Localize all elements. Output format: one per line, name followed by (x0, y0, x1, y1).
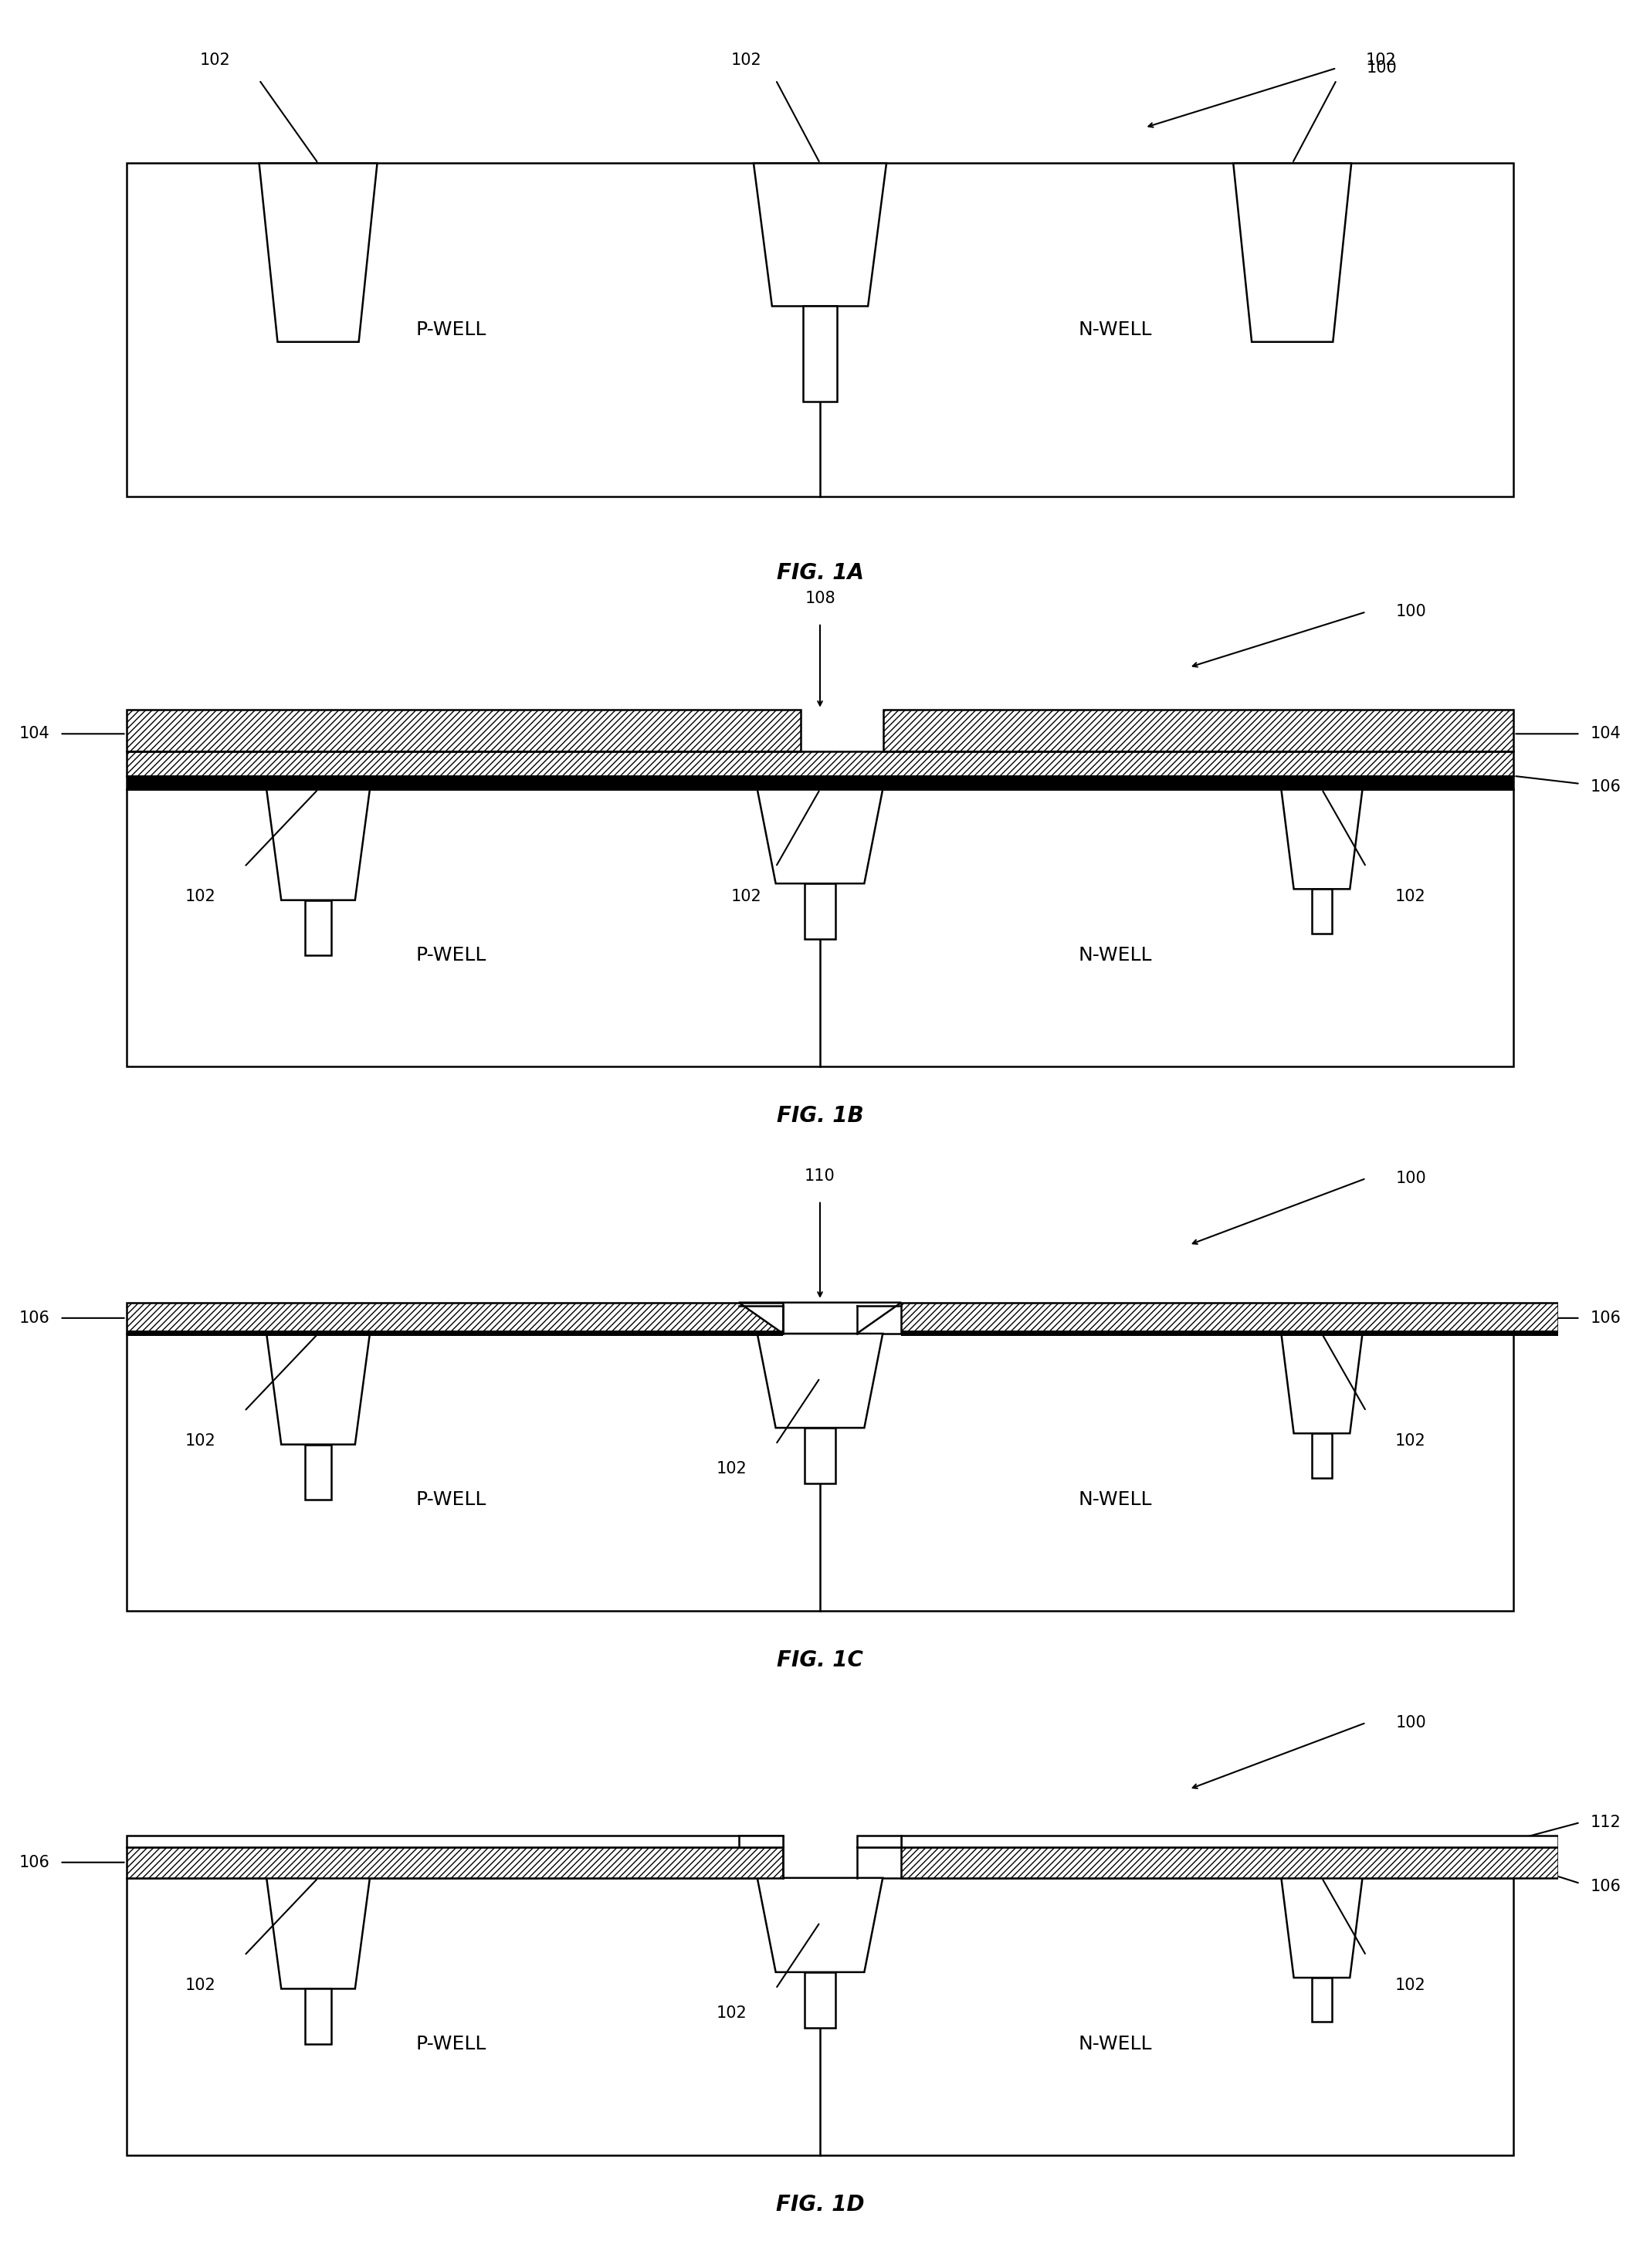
Polygon shape (754, 163, 887, 306)
Polygon shape (266, 1878, 371, 1989)
Text: 100: 100 (1396, 603, 1427, 619)
Bar (804, 306, 836, 401)
Text: 102: 102 (185, 1433, 215, 1449)
Text: 102: 102 (731, 889, 761, 905)
Text: 102: 102 (1366, 52, 1396, 68)
Text: P-WELL: P-WELL (415, 946, 487, 964)
Bar (126, 1302, 784, 1334)
Text: 112: 112 (1591, 1814, 1622, 1830)
Polygon shape (1281, 1878, 1363, 1978)
Text: FIG. 1A: FIG. 1A (776, 562, 864, 583)
Polygon shape (1233, 163, 1351, 342)
Text: 106: 106 (1591, 1311, 1622, 1327)
Text: N-WELL: N-WELL (1079, 1490, 1151, 1508)
Bar (805, 1973, 835, 2028)
Bar (805, 885, 835, 939)
Bar (902, 1846, 1558, 1878)
Bar (884, 710, 1514, 751)
Bar (126, 1334, 1514, 1610)
Bar (902, 1331, 1558, 1336)
Bar (884, 710, 1514, 751)
Text: 102: 102 (1396, 889, 1425, 905)
Bar (305, 1989, 331, 2043)
Bar (126, 1846, 784, 1878)
Bar (305, 900, 331, 955)
Text: 104: 104 (1591, 726, 1622, 742)
Text: 100: 100 (1396, 1170, 1427, 1186)
Bar (126, 776, 1514, 789)
Text: P-WELL: P-WELL (415, 1490, 487, 1508)
Bar (902, 1846, 1558, 1878)
Bar (126, 1302, 784, 1334)
Text: 102: 102 (1396, 1978, 1425, 1994)
Text: P-WELL: P-WELL (415, 2034, 487, 2053)
Bar (126, 710, 800, 751)
Text: 106: 106 (1591, 1880, 1622, 1894)
Bar (126, 751, 1514, 776)
Bar (126, 1331, 784, 1336)
Polygon shape (740, 1302, 902, 1334)
Text: N-WELL: N-WELL (1079, 946, 1151, 964)
Polygon shape (266, 789, 371, 900)
Bar (902, 1302, 1558, 1334)
Bar (858, 1835, 902, 1846)
Polygon shape (758, 789, 882, 885)
Polygon shape (758, 1878, 882, 1973)
Text: N-WELL: N-WELL (1079, 320, 1151, 340)
Polygon shape (266, 1334, 371, 1445)
Polygon shape (1281, 789, 1363, 889)
Bar (1312, 889, 1332, 934)
Text: 102: 102 (200, 52, 230, 68)
Bar (126, 1846, 784, 1878)
Bar (902, 1835, 1558, 1846)
Text: 104: 104 (18, 726, 49, 742)
Text: 108: 108 (805, 592, 835, 606)
Text: 110: 110 (805, 1168, 835, 1184)
Bar (126, 163, 1514, 497)
Bar (805, 1429, 835, 1483)
Text: N-WELL: N-WELL (1079, 2034, 1151, 2053)
Bar (126, 710, 800, 751)
Text: 106: 106 (18, 1855, 49, 1871)
Text: 102: 102 (1396, 1433, 1425, 1449)
Bar (1312, 1433, 1332, 1479)
Text: 106: 106 (18, 1311, 49, 1327)
Bar (305, 1445, 331, 1499)
Bar (126, 1878, 1514, 2155)
Bar (126, 751, 1514, 776)
Text: P-WELL: P-WELL (415, 320, 487, 340)
Text: FIG. 1C: FIG. 1C (777, 1649, 863, 1672)
Text: 100: 100 (1366, 61, 1397, 75)
Bar (126, 789, 1514, 1066)
Text: 106: 106 (1591, 780, 1622, 794)
Bar (1312, 1978, 1332, 2023)
Text: FIG. 1D: FIG. 1D (776, 2193, 864, 2216)
Polygon shape (1281, 1334, 1363, 1433)
Polygon shape (259, 163, 377, 342)
Text: 102: 102 (185, 889, 215, 905)
Bar (902, 1302, 1558, 1334)
Text: 102: 102 (717, 1461, 746, 1476)
Text: 102: 102 (731, 52, 761, 68)
Text: 102: 102 (717, 2005, 746, 2021)
Polygon shape (758, 1334, 882, 1429)
Bar (740, 1835, 784, 1846)
Text: 100: 100 (1396, 1715, 1427, 1730)
Bar (126, 1835, 784, 1846)
Text: 102: 102 (185, 1978, 215, 1994)
Text: FIG. 1B: FIG. 1B (776, 1105, 864, 1127)
